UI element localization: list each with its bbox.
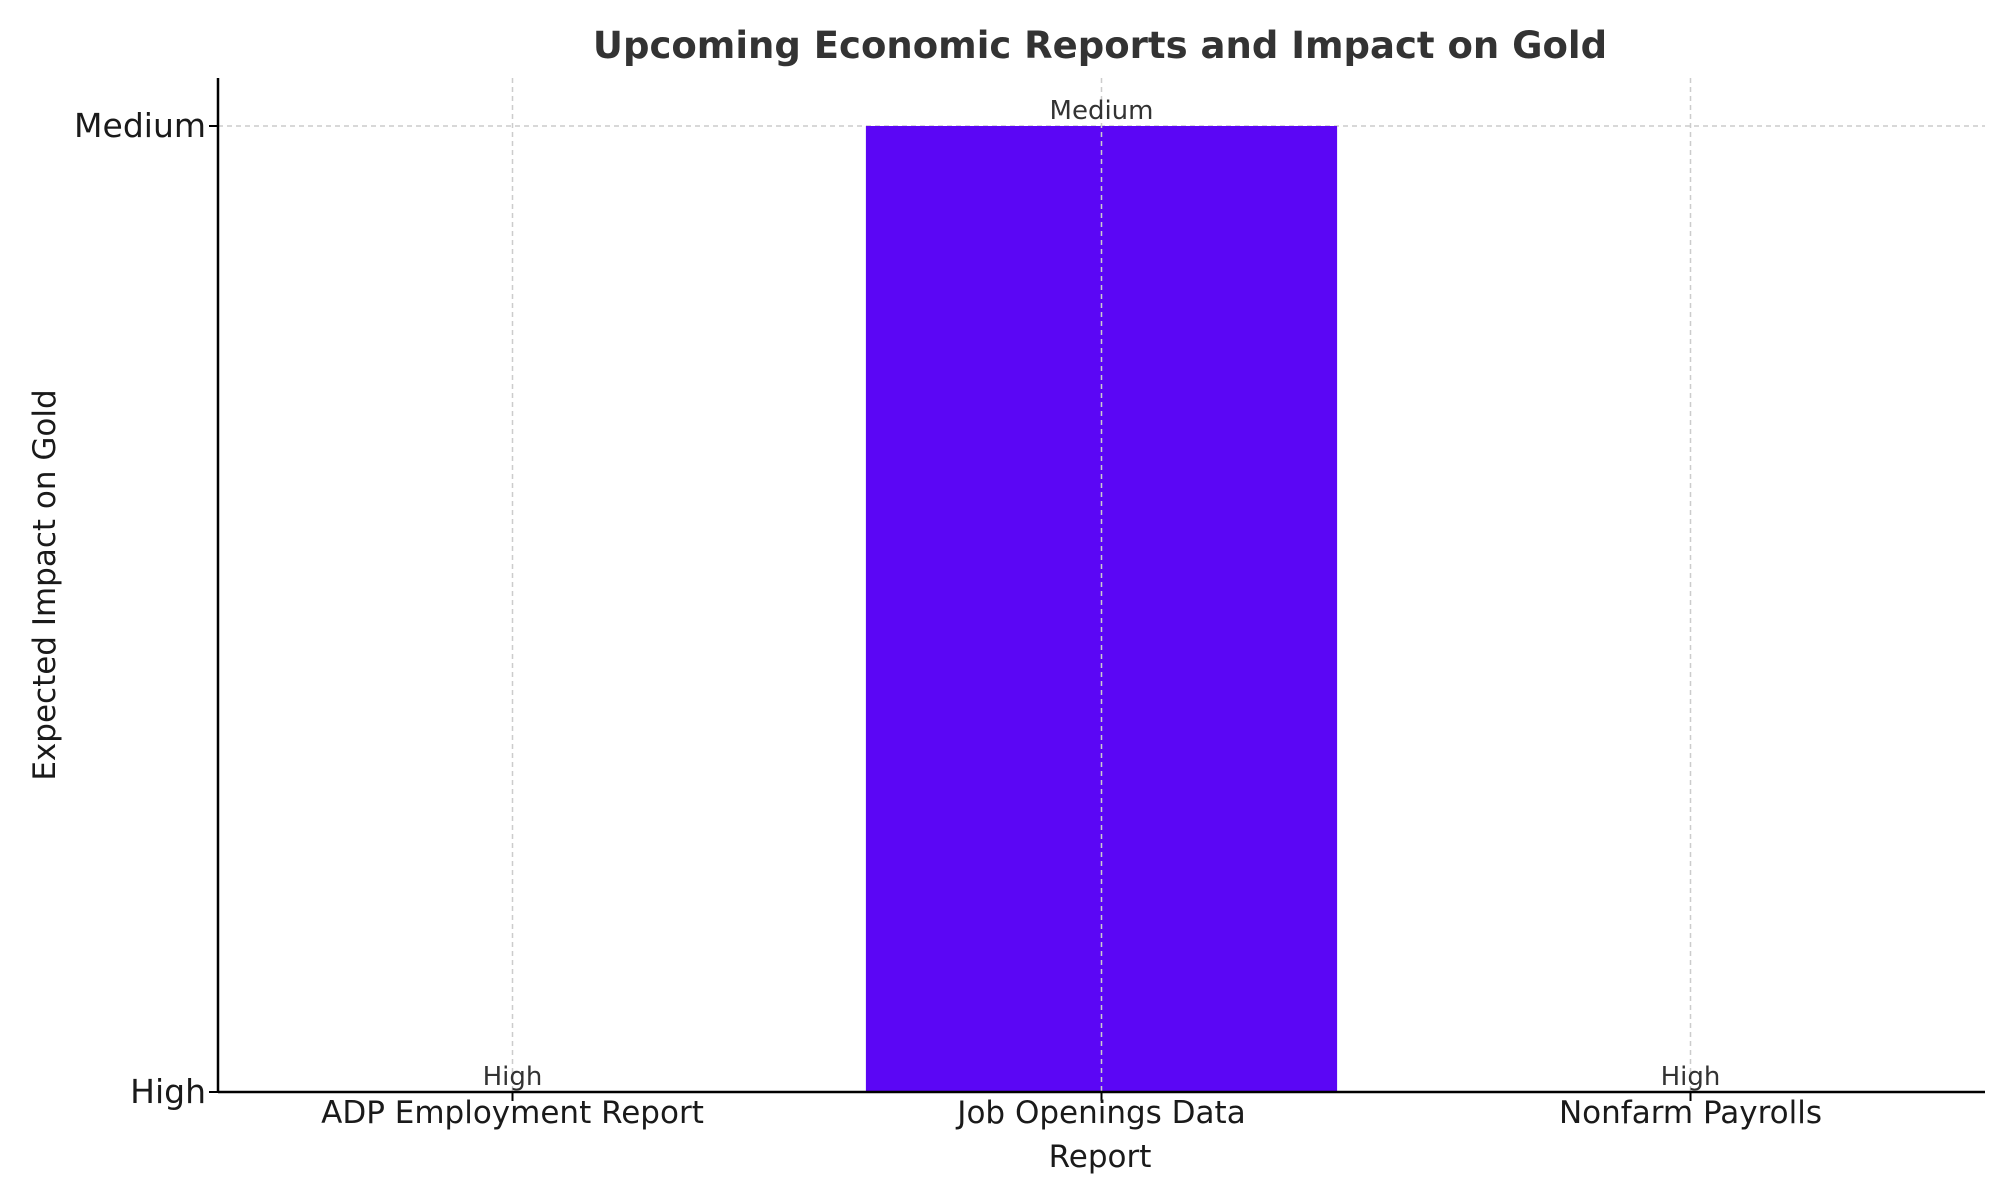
x-axis-label: Report bbox=[1049, 1139, 1152, 1175]
tick-labels: High Medium ADP Employment Report Job Openi… bbox=[74, 106, 1822, 1131]
y-tick-label: High bbox=[130, 1072, 206, 1111]
data-label: High bbox=[1661, 1062, 1721, 1092]
data-label: High bbox=[483, 1062, 543, 1092]
data-labels: High Medium High bbox=[483, 96, 1721, 1092]
y-tick-label: Medium bbox=[74, 106, 206, 145]
chart-title: Upcoming Economic Reports and Impact on … bbox=[593, 24, 1607, 67]
axes bbox=[209, 78, 1985, 1101]
x-tick-label: Nonfarm Payrolls bbox=[1559, 1095, 1822, 1131]
data-label: Medium bbox=[1050, 96, 1154, 126]
x-tick-label: Job Openings Data bbox=[955, 1095, 1245, 1131]
vertical-grid-lines bbox=[511, 78, 1692, 1092]
y-axis-label: Expected Impact on Gold bbox=[27, 389, 63, 780]
x-tick-label: ADP Employment Report bbox=[321, 1095, 704, 1131]
